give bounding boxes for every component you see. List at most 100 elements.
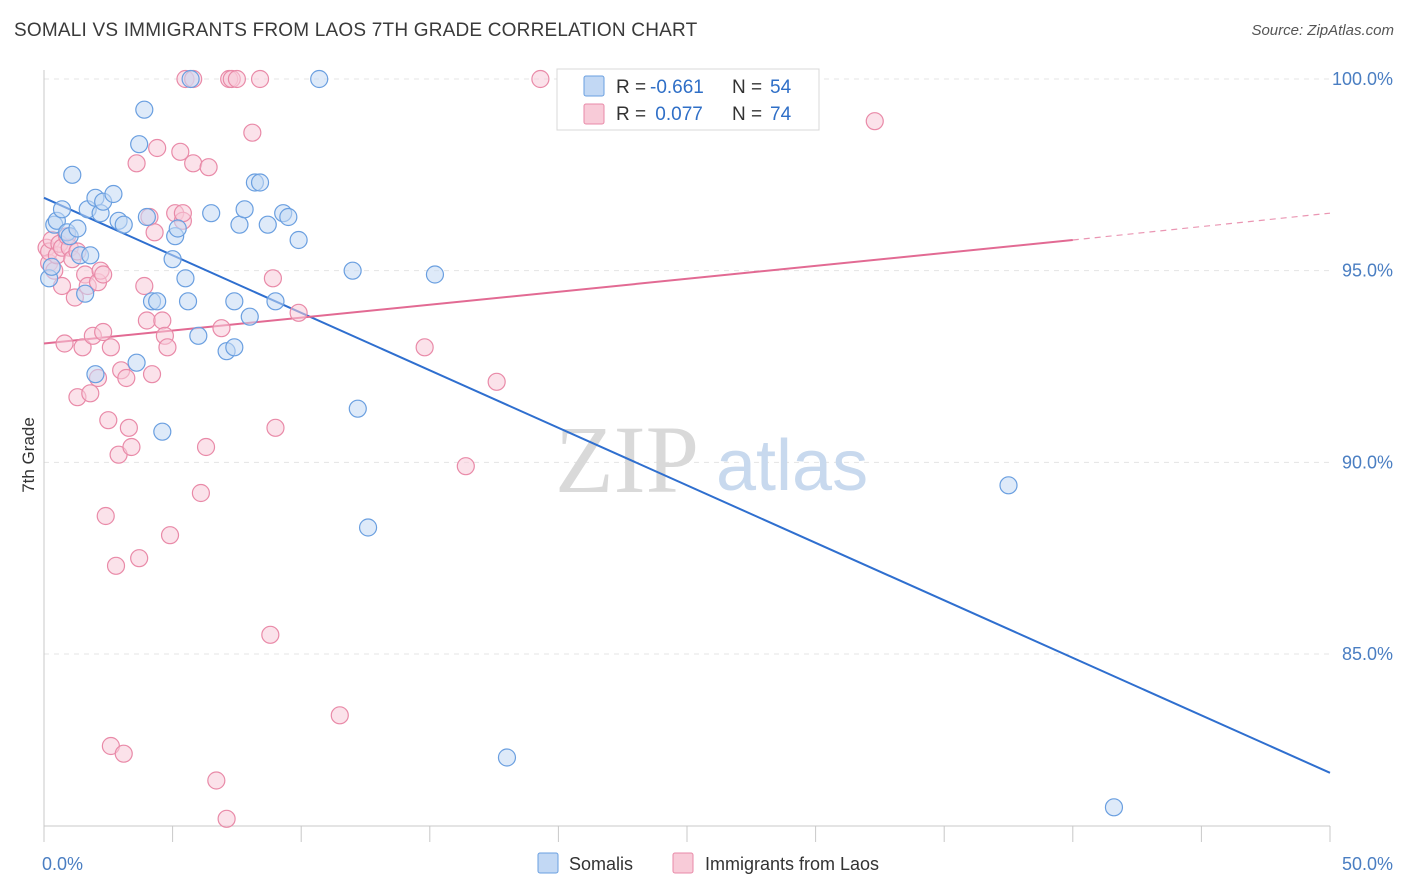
point-laos-16 <box>73 338 92 357</box>
point-laos-67 <box>263 269 283 288</box>
point-laos-25 <box>94 322 113 342</box>
point-laos-65 <box>250 69 270 89</box>
y-tick-label-0: 100.0% <box>1332 69 1393 89</box>
y-tick-label-3: 85.0% <box>1342 644 1393 664</box>
legend-r-label-1: R = <box>616 104 646 125</box>
point-laos-35 <box>119 418 138 437</box>
point-laos-19 <box>81 384 100 403</box>
point-laos-40 <box>137 311 156 330</box>
point-somalis-48 <box>343 261 362 280</box>
point-somalis-55 <box>86 365 105 384</box>
point-somalis-38 <box>235 200 254 219</box>
legend-r-label-0: R = <box>616 77 646 98</box>
point-somalis-51 <box>425 265 445 284</box>
point-laos-71 <box>415 338 434 357</box>
point-laos-38 <box>130 549 149 568</box>
trend-line-laos-extension <box>1072 212 1331 241</box>
point-somalis-26 <box>163 250 182 269</box>
point-somalis-43 <box>266 292 285 311</box>
point-somalis-49 <box>348 399 367 418</box>
point-somalis-52 <box>497 748 517 767</box>
point-somalis-20 <box>130 135 149 154</box>
point-laos-34 <box>117 368 136 388</box>
point-laos-73 <box>487 372 506 391</box>
point-laos-75 <box>865 112 884 131</box>
data-points <box>37 69 1124 828</box>
bottom-legend-somalis: Somalis <box>569 854 633 874</box>
point-somalis-39 <box>240 307 259 326</box>
point-somalis-41 <box>250 173 270 192</box>
point-somalis-29 <box>176 269 195 288</box>
point-somalis-32 <box>189 326 208 345</box>
grid <box>44 78 1330 655</box>
point-laos-48 <box>160 526 180 545</box>
point-somalis-33 <box>202 204 221 223</box>
point-laos-26 <box>96 506 115 526</box>
top-legend: R = -0.661 N = 54 R = 0.077 N = 74 <box>556 68 820 131</box>
legend-r-value-1: 0.077 <box>650 104 703 125</box>
x-tick-label-1: 50.0% <box>1342 854 1393 874</box>
point-laos-59 <box>212 319 231 338</box>
point-laos-42 <box>142 365 162 384</box>
point-laos-57 <box>199 158 218 177</box>
point-somalis-42 <box>258 215 277 234</box>
bottom-legend-swatch-laos <box>672 852 694 874</box>
legend-n-label-0: N = <box>732 77 762 98</box>
legend-n-value-1: 74 <box>770 104 792 125</box>
point-laos-60 <box>217 809 236 828</box>
bottom-legend-swatch-somalis <box>537 852 559 874</box>
point-somalis-28 <box>168 219 187 238</box>
point-laos-33 <box>114 744 133 763</box>
point-laos-68 <box>266 418 285 437</box>
trend-line-somalis <box>43 196 1331 774</box>
y-tick-label-2: 90.0% <box>1342 452 1393 472</box>
point-laos-30 <box>106 556 126 575</box>
y-tick-label-1: 95.0% <box>1342 261 1393 281</box>
point-laos-47 <box>158 338 177 357</box>
legend-n-label-1: N = <box>732 104 762 125</box>
point-laos-36 <box>122 437 141 457</box>
point-laos-39 <box>135 276 154 296</box>
point-laos-55 <box>191 483 210 503</box>
point-somalis-16 <box>104 184 123 204</box>
point-somalis-10 <box>76 284 95 303</box>
point-somalis-7 <box>63 165 82 184</box>
point-laos-29 <box>101 338 120 357</box>
point-laos-53 <box>184 154 203 173</box>
point-somalis-31 <box>181 69 200 89</box>
point-laos-72 <box>456 457 475 476</box>
point-somalis-45 <box>279 207 298 227</box>
point-somalis-53 <box>999 476 1018 495</box>
point-somalis-4 <box>52 200 72 219</box>
x-tick-label-0: 0.0% <box>42 854 83 874</box>
legend-r-value-0: -0.661 <box>650 77 704 98</box>
point-laos-76 <box>173 204 192 223</box>
point-somalis-47 <box>310 69 329 89</box>
point-laos-50 <box>171 142 190 161</box>
point-somalis-22 <box>137 207 156 227</box>
axes <box>43 70 1331 842</box>
point-laos-66 <box>261 625 280 644</box>
point-laos-43 <box>145 223 164 242</box>
point-somalis-30 <box>178 292 198 311</box>
point-somalis-37 <box>230 215 249 234</box>
point-laos-70 <box>330 706 349 725</box>
point-somalis-50 <box>358 518 378 537</box>
point-somalis-46 <box>289 230 308 250</box>
legend-swatch-somalis <box>583 75 605 97</box>
point-laos-74 <box>531 69 550 89</box>
point-laos-58 <box>207 771 226 790</box>
y-axis-title: 7th Grade <box>19 417 38 493</box>
point-laos-9 <box>55 334 74 353</box>
point-somalis-12 <box>81 246 100 265</box>
point-laos-44 <box>148 138 167 158</box>
point-somalis-25 <box>153 422 172 441</box>
trend-lines <box>43 196 1331 774</box>
tick-labels: 100.0% 95.0% 90.0% 85.0% 0.0% 50.0% <box>42 69 1393 874</box>
chart-title: SOMALI VS IMMIGRANTS FROM LAOS 7TH GRADE… <box>14 20 698 41</box>
point-somalis-36 <box>225 292 244 311</box>
source-label: Source: ZipAtlas.com <box>1251 22 1394 39</box>
watermark-atlas: atlas <box>716 426 868 506</box>
point-laos-27 <box>99 411 118 430</box>
